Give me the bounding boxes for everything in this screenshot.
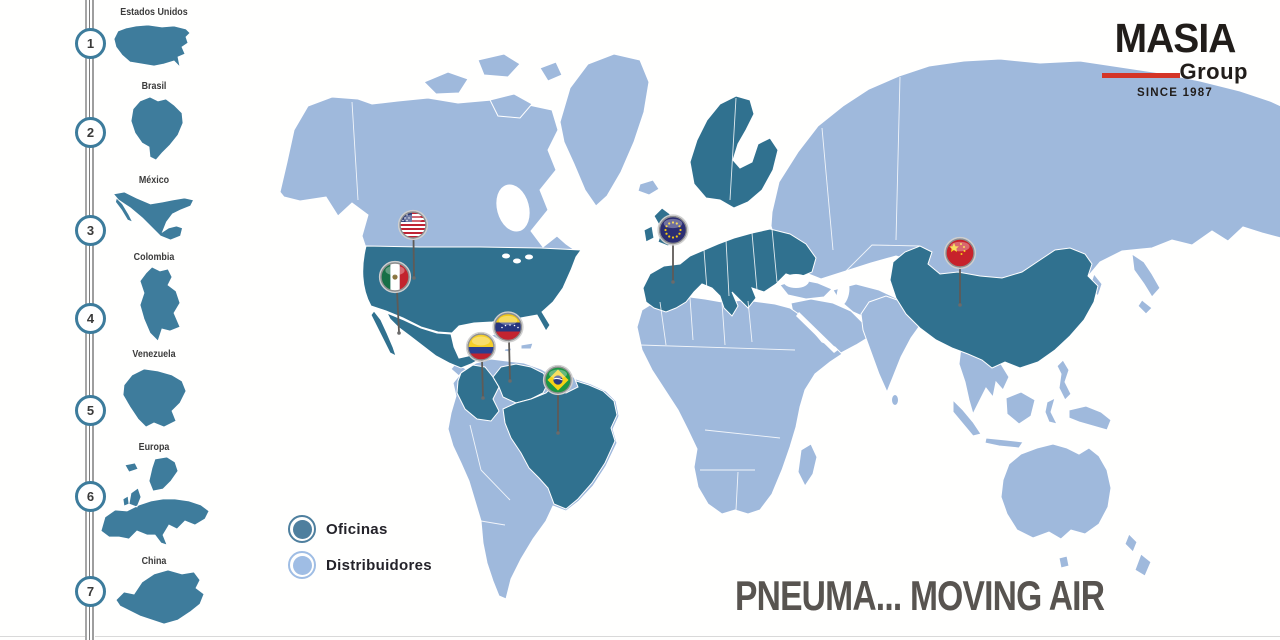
pin-mexico-flag	[378, 260, 412, 335]
sidebar-number-5: 5	[75, 395, 106, 426]
sidebar-label-brasil: Brasil	[141, 80, 167, 92]
map-region-colombia	[456, 364, 500, 422]
map-region-philippines	[1056, 359, 1072, 401]
thumbnail-china	[115, 569, 205, 625]
map-country-borders	[351, 76, 921, 526]
brand-name: MASIA	[1114, 15, 1237, 61]
great-lakes	[513, 258, 521, 264]
number-label: 1	[86, 36, 95, 51]
map-region-arctic-islands	[423, 53, 563, 119]
hudson-bay	[496, 184, 530, 232]
pin-usa-flag	[397, 209, 429, 280]
sidebar-number-3: 3	[75, 215, 106, 246]
black-sea	[783, 274, 809, 288]
brand-group: Group	[1179, 59, 1248, 84]
sidebar-label-estados-unidos: Estados Unidos	[120, 6, 188, 18]
sidebar-number-2: 2	[75, 117, 106, 148]
great-lakes	[502, 253, 510, 259]
map-region-indonesia	[952, 391, 1058, 449]
number-label: 2	[86, 125, 95, 140]
map-region-china	[889, 245, 1099, 369]
map-region-new-zealand	[1124, 533, 1152, 577]
map-region-russia-asia	[770, 58, 1280, 289]
sidebar-label-europa: Europa	[138, 441, 170, 453]
thumbnail-brasil	[130, 96, 184, 161]
pin-colombia-flag	[465, 331, 497, 400]
thumbnail-estados-unidos	[113, 24, 191, 69]
map-region-madagascar	[797, 443, 818, 487]
sidebar-number-7: 7	[75, 576, 106, 607]
map-region-europe	[642, 228, 817, 317]
brand-line-row: Group	[1102, 61, 1248, 83]
pin-venezuela-flag	[492, 311, 524, 383]
great-lakes	[525, 254, 533, 260]
map-region-north-america	[279, 96, 578, 252]
number-label: 6	[86, 489, 95, 504]
map-region-new-guinea	[1068, 405, 1112, 431]
legend-office-label: Oficinas	[326, 520, 388, 538]
brand-since: SINCE 1987	[1137, 87, 1213, 99]
legend-row-distributors: Distribuidores	[288, 550, 432, 580]
brand-logo: MASIA Group SINCE 1987	[1102, 18, 1248, 99]
pin-brazil-flag	[542, 364, 574, 435]
tagline: PNEUMA... MOVING AIR	[735, 572, 1105, 619]
map-office-regions	[362, 95, 1099, 510]
sidebar-label-venezuela: Venezuela	[132, 348, 176, 360]
thumbnail-venezuela	[122, 368, 187, 428]
distributor-color-swatch	[288, 551, 316, 579]
sidebar-number-4: 4	[75, 303, 106, 334]
number-label: 7	[86, 584, 95, 599]
office-color-swatch	[288, 515, 316, 543]
brand-red-line	[1102, 73, 1180, 78]
sidebar-number-1: 1	[75, 28, 106, 59]
sidebar-label-colombia: Colombia	[133, 251, 175, 263]
map-region-greenland	[559, 53, 650, 207]
legend-row-offices: Oficinas	[288, 514, 432, 544]
map-region-scandinavia	[689, 95, 779, 209]
number-label: 5	[86, 403, 95, 418]
map-region-australia	[1000, 443, 1112, 569]
sidebar-label-mexico: México	[138, 174, 170, 186]
caspian-sea	[836, 280, 850, 306]
red-sea	[796, 312, 838, 353]
map-region-iceland	[637, 179, 660, 196]
number-label: 3	[86, 223, 95, 238]
thumbnail-mexico	[112, 191, 195, 241]
thumbnail-europa	[100, 456, 210, 546]
bottom-divider	[0, 636, 1280, 637]
thumbnail-colombia	[139, 266, 181, 342]
map-seas	[496, 184, 850, 353]
map-region-usa	[362, 245, 582, 334]
map-legend: Oficinas Distribuidores	[288, 514, 432, 586]
pin-european-union-flag	[657, 214, 689, 284]
pin-china-flag	[943, 236, 977, 307]
sidebar-label-china: China	[141, 555, 167, 567]
map-region-sri-lanka	[891, 394, 899, 406]
map-region-japan	[1131, 252, 1161, 315]
sidebar-number-6: 6	[75, 481, 106, 512]
number-label: 4	[86, 311, 95, 326]
legend-distributor-label: Distribuidores	[326, 556, 432, 574]
